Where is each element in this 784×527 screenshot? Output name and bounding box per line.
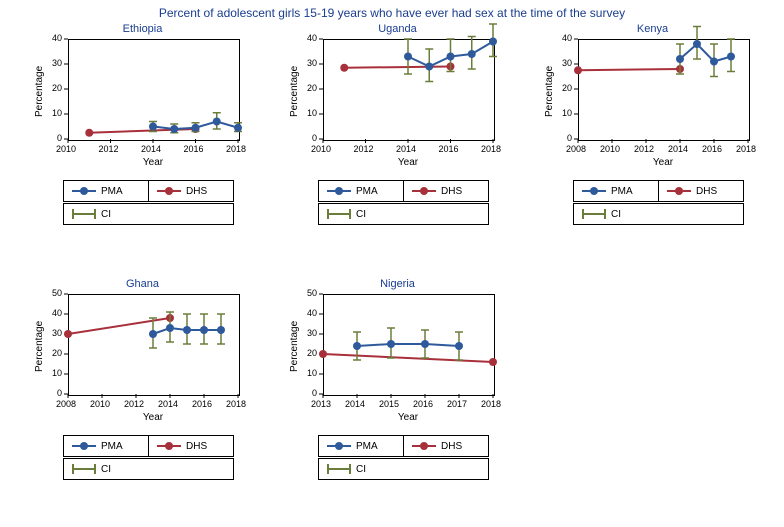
main-title: Percent of adolescent girls 15-19 years … — [0, 6, 784, 20]
legend-pma: PMA — [318, 180, 404, 202]
pma-point — [217, 326, 225, 334]
pma-point — [693, 40, 701, 48]
dhs-point — [574, 66, 582, 74]
pma-point — [447, 53, 455, 61]
chart-svg — [313, 279, 503, 409]
ylabel: Percentage — [544, 66, 555, 117]
figure: Percent of adolescent girls 15-19 years … — [0, 0, 784, 527]
legend-ci: CI — [63, 458, 234, 480]
panel-nigeria: Nigeria010203040502013201420152016201720… — [275, 280, 520, 525]
pma-point — [468, 50, 476, 58]
legend-dhs: DHS — [148, 180, 234, 202]
pma-point — [213, 118, 221, 126]
pma-point — [183, 326, 191, 334]
legend-ci: CI — [318, 203, 489, 225]
legend-dhs: DHS — [403, 435, 489, 457]
panel-ethiopia: Ethiopia01020304020102012201420162018Per… — [20, 25, 265, 270]
pma-point — [149, 123, 157, 131]
pma-point — [234, 124, 242, 132]
panel-kenya: Kenya010203040200820102012201420162018Pe… — [530, 25, 775, 270]
pma-point — [149, 330, 157, 338]
dhs-point — [64, 330, 72, 338]
ylabel: Percentage — [289, 66, 300, 117]
legend-pma: PMA — [573, 180, 659, 202]
xlabel: Year — [68, 412, 238, 423]
pma-point — [192, 124, 200, 132]
pma-point — [387, 340, 395, 348]
panel-uganda: Uganda01020304020102012201420162018Perce… — [275, 25, 520, 270]
ylabel: Percentage — [34, 66, 45, 117]
chart-svg — [313, 24, 503, 154]
xlabel: Year — [323, 157, 493, 168]
xlabel: Year — [323, 412, 493, 423]
ylabel: Percentage — [34, 321, 45, 372]
panel-ghana: Ghana01020304050200820102012201420162018… — [20, 280, 265, 525]
dhs-point — [319, 350, 327, 358]
pma-point — [455, 342, 463, 350]
dhs-point — [489, 358, 497, 366]
legend-ci: CI — [573, 203, 744, 225]
pma-point — [710, 58, 718, 66]
pma-point — [353, 342, 361, 350]
pma-point — [170, 125, 178, 133]
legend-dhs: DHS — [403, 180, 489, 202]
dhs-line — [323, 354, 493, 362]
ylabel: Percentage — [289, 321, 300, 372]
chart-svg — [58, 279, 248, 409]
legend-pma: PMA — [318, 435, 404, 457]
legend-pma: PMA — [63, 435, 149, 457]
xlabel: Year — [578, 157, 748, 168]
pma-point — [166, 324, 174, 332]
legend-ci: CI — [318, 458, 489, 480]
chart-svg — [568, 24, 758, 154]
dhs-point — [85, 129, 93, 137]
dhs-point — [340, 64, 348, 72]
pma-line — [357, 344, 459, 346]
pma-point — [727, 53, 735, 61]
chart-svg — [58, 24, 248, 154]
legend-dhs: DHS — [658, 180, 744, 202]
legend-dhs: DHS — [148, 435, 234, 457]
pma-point — [489, 38, 497, 46]
legend-pma: PMA — [63, 180, 149, 202]
pma-point — [421, 340, 429, 348]
dhs-line — [578, 69, 680, 70]
legend-ci: CI — [63, 203, 234, 225]
pma-point — [425, 63, 433, 71]
dhs-line — [344, 67, 450, 68]
pma-point — [200, 326, 208, 334]
pma-point — [404, 53, 412, 61]
pma-line — [680, 44, 731, 62]
pma-point — [676, 55, 684, 63]
xlabel: Year — [68, 157, 238, 168]
